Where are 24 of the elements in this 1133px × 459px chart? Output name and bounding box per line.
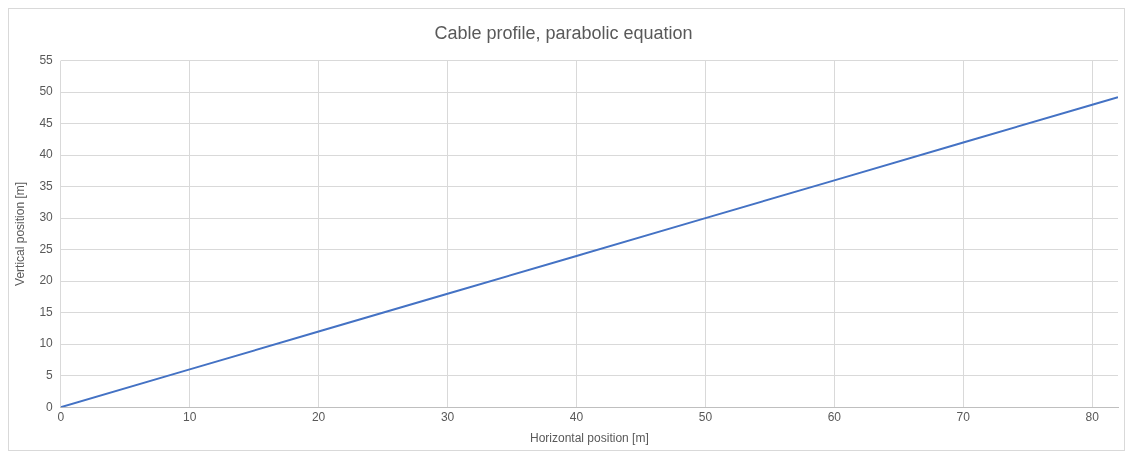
x-axis-title: Horizontal position [m] bbox=[530, 431, 649, 446]
y-tick-label: 0 bbox=[46, 399, 54, 414]
y-tick-label: 30 bbox=[39, 210, 54, 225]
x-tick-label: 70 bbox=[956, 409, 971, 424]
y-tick-label: 40 bbox=[39, 147, 54, 162]
x-tick-label: 40 bbox=[569, 409, 584, 424]
x-tick-label: 50 bbox=[698, 409, 713, 424]
x-tick-label: 10 bbox=[183, 409, 197, 424]
y-tick-label: 35 bbox=[39, 178, 54, 193]
y-tick-label: 10 bbox=[39, 336, 54, 351]
y-tick-label: 5 bbox=[46, 368, 54, 382]
y-tick-label: 25 bbox=[39, 241, 54, 256]
x-tick-label: 0 bbox=[57, 409, 65, 424]
y-axis-title: Vertical position [m] bbox=[12, 181, 27, 286]
x-tick-label: 20 bbox=[311, 409, 326, 424]
x-tick-label: 80 bbox=[1085, 409, 1100, 424]
x-tick-label: 30 bbox=[440, 409, 455, 424]
y-tick-label: 45 bbox=[39, 115, 54, 130]
y-tick-label: 15 bbox=[39, 304, 54, 319]
y-tick-label: 50 bbox=[39, 84, 54, 99]
x-tick-label: 60 bbox=[827, 409, 842, 424]
y-tick-label: 55 bbox=[39, 52, 54, 67]
y-tick-label: 20 bbox=[39, 273, 54, 288]
chart-title: Cable profile, parabolic equation bbox=[434, 22, 693, 43]
